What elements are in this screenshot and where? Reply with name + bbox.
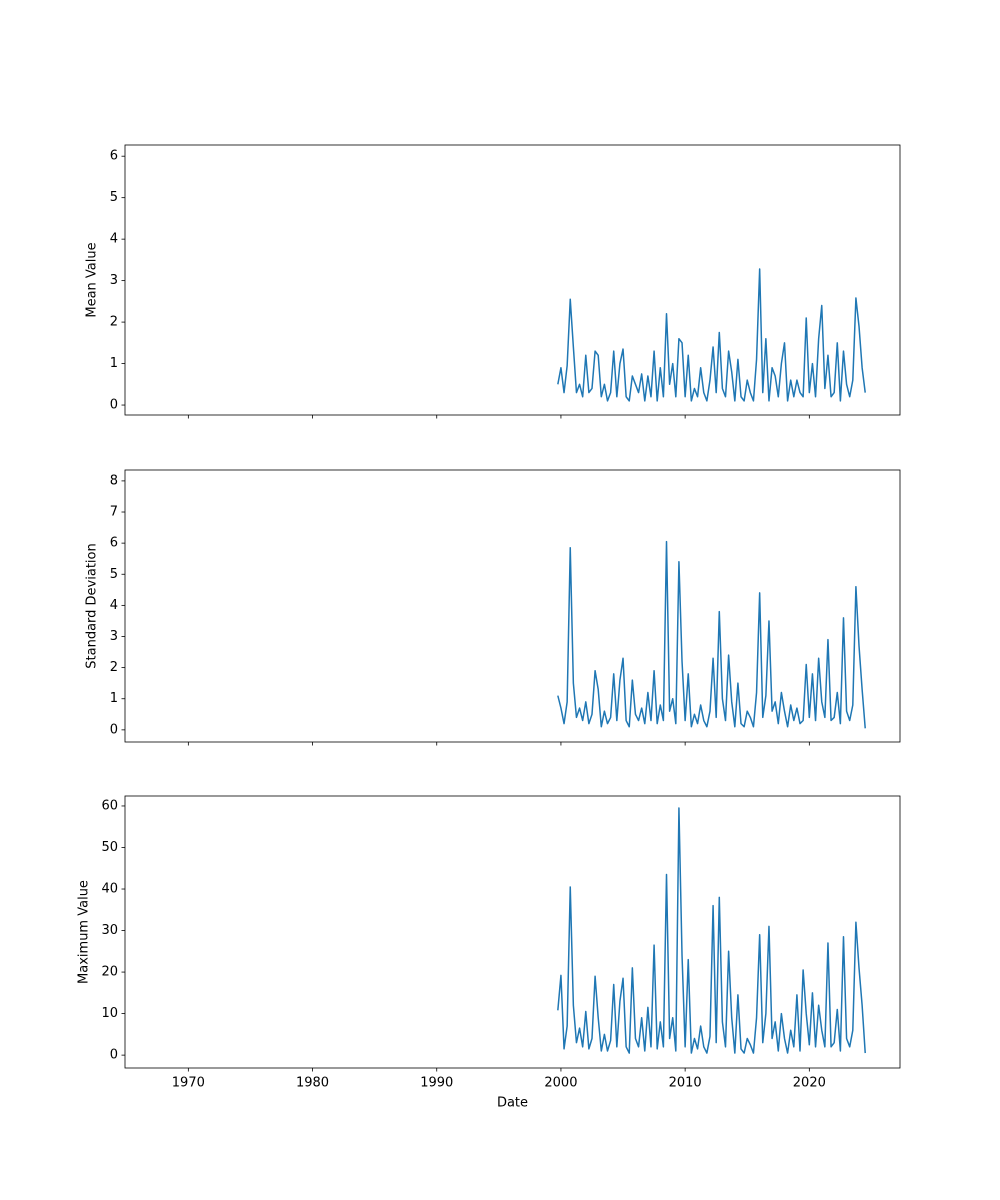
x-tick-label: 1970 <box>172 1076 205 1091</box>
y-tick-label: 7 <box>110 505 118 520</box>
y-tick-label: 4 <box>110 232 118 247</box>
y-tick-label: 0 <box>110 398 118 413</box>
y-tick-label: 8 <box>110 473 118 488</box>
y-tick-label: 10 <box>101 1006 118 1021</box>
x-axis-label: Date <box>497 1096 528 1111</box>
y-tick-label: 2 <box>110 315 118 330</box>
y-tick-label: 30 <box>101 923 118 938</box>
y-tick-label: 1 <box>110 356 118 371</box>
y-axis-label: Maximum Value <box>77 880 92 984</box>
data-line <box>557 268 866 402</box>
y-axis-label: Standard Deviation <box>85 543 100 668</box>
axes-frame <box>124 795 901 1069</box>
y-axis-label: Mean Value <box>85 242 100 317</box>
y-tick-label: 3 <box>110 273 118 288</box>
y-tick-label: 5 <box>110 190 118 205</box>
y-tick-label: 60 <box>101 798 118 813</box>
y-tick-label: 2 <box>110 660 118 675</box>
y-tick-label: 3 <box>110 629 118 644</box>
y-tick-label: 6 <box>110 149 118 164</box>
x-tick-label: 2000 <box>544 1076 577 1091</box>
x-tick-label: 1990 <box>420 1076 453 1091</box>
y-tick-label: 40 <box>101 882 118 897</box>
y-tick-label: 1 <box>110 691 118 706</box>
axes-frame <box>124 469 901 743</box>
y-tick-label: 0 <box>110 722 118 737</box>
y-tick-label: 6 <box>110 536 118 551</box>
axes-frame <box>124 144 901 416</box>
y-tick-label: 0 <box>110 1048 118 1063</box>
x-tick-label: 2010 <box>669 1076 702 1091</box>
x-tick-label: 2020 <box>793 1076 826 1091</box>
y-tick-label: 5 <box>110 567 118 582</box>
y-tick-label: 4 <box>110 598 118 613</box>
data-line <box>557 540 866 729</box>
x-tick-label: 1980 <box>296 1076 329 1091</box>
y-tick-label: 20 <box>101 965 118 980</box>
y-tick-label: 50 <box>101 840 118 855</box>
data-line <box>557 807 866 1054</box>
